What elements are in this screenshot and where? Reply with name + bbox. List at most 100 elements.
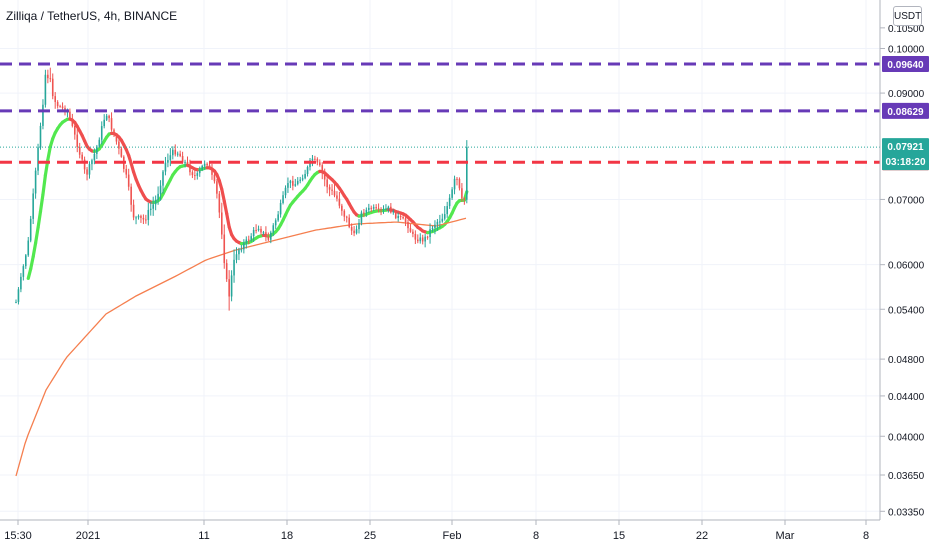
time-tick-label: 8 (533, 530, 539, 542)
candle (226, 259, 228, 282)
candle (265, 226, 267, 241)
candle-body (314, 159, 316, 160)
candle (143, 214, 145, 224)
candle-body (307, 167, 309, 174)
candle-body (280, 203, 282, 214)
candle (466, 140, 468, 203)
candle (331, 184, 333, 195)
candle (45, 70, 47, 108)
countdown-label: 03:18:20 (885, 157, 925, 168)
candle (329, 184, 331, 196)
time-tick-label: 8 (863, 530, 869, 542)
candle (32, 188, 34, 224)
candle-body (145, 219, 147, 220)
ema-segment (224, 201, 226, 213)
price-tick-label: 0.04800 (888, 355, 925, 366)
candle (429, 223, 431, 243)
candle-body (152, 204, 154, 208)
candle-body (268, 236, 270, 240)
candle-body (282, 195, 284, 203)
candle-body (62, 106, 64, 107)
candle (361, 210, 363, 225)
candle-body (101, 126, 103, 140)
price-axis[interactable]: 0.100000.090000.070000.060000.054000.048… (880, 24, 925, 518)
price-tick-label: 0.05400 (888, 305, 925, 316)
candle (383, 205, 385, 214)
candle-body (446, 206, 448, 214)
candle (125, 165, 127, 178)
candle (228, 270, 230, 310)
candle-body (174, 150, 176, 155)
candle (419, 233, 421, 243)
candle-body (99, 140, 101, 147)
horizontal-levels[interactable] (0, 64, 880, 162)
candle-body (321, 165, 323, 173)
candle (133, 200, 135, 221)
candle-body (368, 208, 370, 210)
candle (326, 176, 328, 193)
candle-body (424, 237, 426, 242)
candle-body (79, 147, 81, 155)
grid (0, 0, 880, 520)
candle (356, 225, 358, 234)
candle-body (179, 154, 181, 156)
candle-body (223, 235, 225, 264)
candle (243, 239, 245, 253)
candle (459, 177, 461, 190)
candle-body (255, 230, 257, 231)
candle (309, 158, 311, 171)
last-price-label: 0.07921 (887, 142, 924, 153)
candle (25, 254, 27, 269)
candle (314, 156, 316, 161)
candle (307, 165, 309, 176)
candle-body (373, 207, 375, 209)
candle-body (432, 228, 434, 229)
candle (197, 171, 199, 179)
candle (47, 70, 49, 84)
price-tick-label: 0.07000 (888, 195, 925, 206)
candle-body (304, 174, 306, 178)
candle (106, 114, 108, 121)
candle (219, 191, 221, 218)
candle-body (116, 134, 118, 141)
candle (292, 176, 294, 190)
candle (91, 159, 93, 170)
candle-body (329, 187, 331, 189)
candle-body (380, 209, 382, 210)
candle-body (341, 206, 343, 211)
candle-body (233, 260, 235, 276)
candle (444, 206, 446, 221)
candle-body (194, 175, 196, 176)
candle-body (162, 172, 164, 186)
candle-body (91, 160, 93, 164)
candle-body (177, 154, 179, 155)
candle-body (238, 250, 240, 255)
candle (353, 226, 355, 236)
candle (148, 203, 150, 226)
candle-body (59, 106, 61, 107)
candle-body (106, 116, 108, 120)
time-tick-label: 11 (198, 530, 209, 542)
currency-badge[interactable]: USDT (893, 6, 922, 26)
candle-body (226, 263, 228, 279)
time-tick-label: Feb (443, 530, 462, 542)
candle-body (285, 188, 287, 195)
candle (285, 185, 287, 198)
candle (321, 162, 323, 179)
candle-body (464, 198, 466, 199)
ema-segment (36, 228, 38, 243)
candle-body (243, 243, 245, 249)
candle-body (258, 229, 260, 230)
candle-body (412, 232, 414, 234)
candle (165, 157, 167, 175)
candle-body (187, 162, 189, 164)
candle-body (50, 78, 52, 79)
candle (118, 139, 120, 155)
candle (135, 216, 137, 224)
candle-body (422, 237, 424, 241)
candle-body (40, 126, 42, 147)
candle (407, 220, 409, 233)
